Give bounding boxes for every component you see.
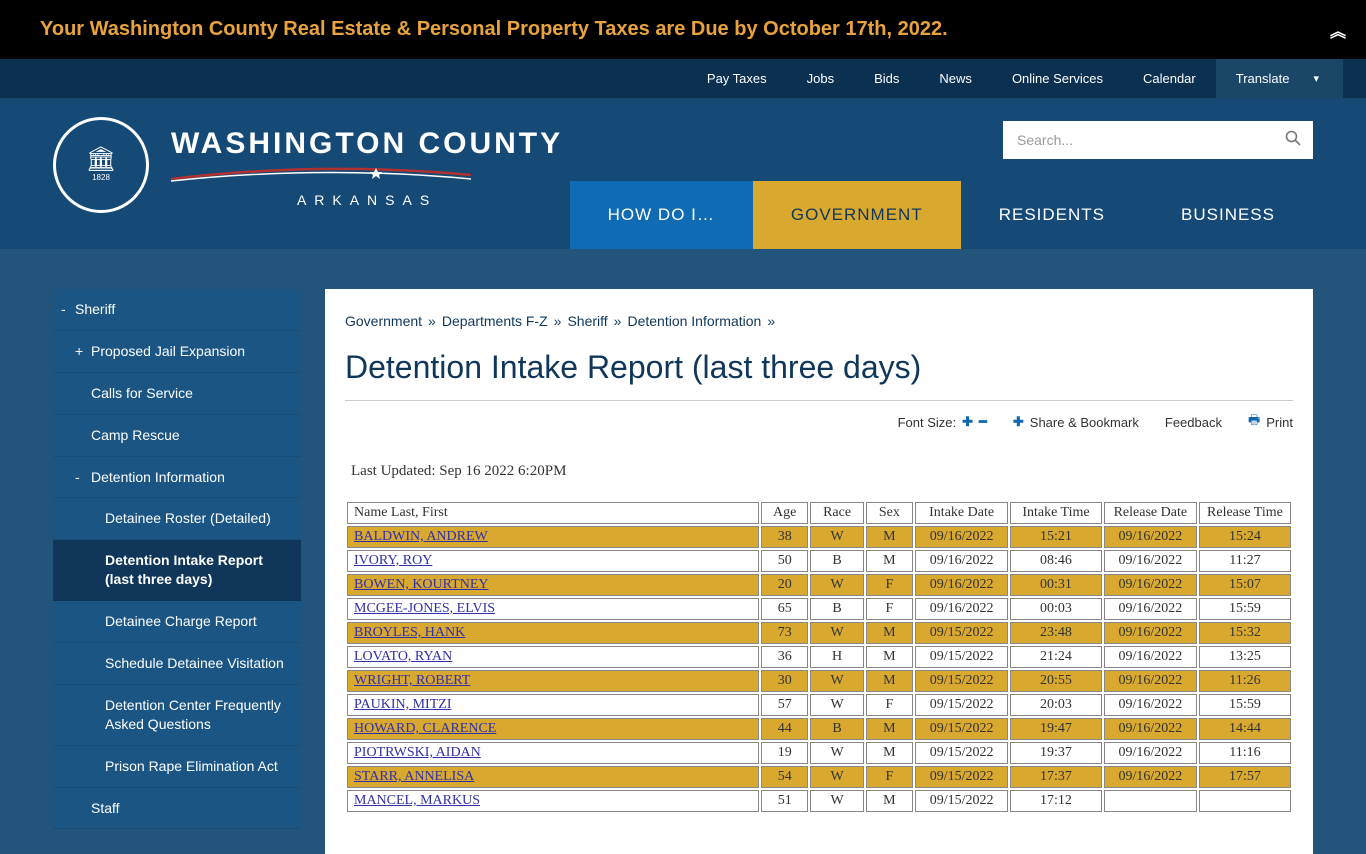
search-box — [1003, 121, 1313, 159]
sidebar-item[interactable]: Staff — [53, 788, 301, 830]
sidebar-item[interactable]: Camp Rescue — [53, 415, 301, 457]
print-icon: 🖶 — [1248, 411, 1260, 433]
last-updated: Last Updated: Sep 16 2022 6:20PM — [351, 463, 1293, 480]
sidebar-item[interactable]: Sheriff — [53, 289, 301, 331]
table-header-cell: Release Time — [1199, 502, 1291, 524]
search-icon — [1285, 130, 1301, 146]
top-nav: Pay TaxesJobsBidsNewsOnline ServicesCale… — [0, 59, 1366, 99]
table-row: WRIGHT, ROBERT 30WM09/15/202220:5509/16/… — [347, 670, 1291, 692]
sidebar-item[interactable]: Schedule Detainee Visitation — [53, 643, 301, 685]
breadcrumb-link[interactable]: Departments F-Z — [442, 313, 548, 329]
swoosh-icon — [171, 165, 471, 183]
sidebar-item[interactable]: Proposed Jail Expansion — [53, 331, 301, 373]
table-header-cell: Age — [761, 502, 808, 524]
detainee-name-link[interactable]: IVORY, ROY — [354, 553, 432, 568]
font-size-tool: Font Size: ✚ ━ — [898, 414, 987, 430]
title-divider — [345, 400, 1293, 401]
table-row: BROYLES, HANK 73WM09/15/202223:4809/16/2… — [347, 622, 1291, 644]
top-nav-link[interactable]: Online Services — [992, 59, 1123, 98]
site-brand[interactable]: WASHINGTON COUNTY ARKANSAS — [171, 117, 563, 208]
detainee-name-link[interactable]: PAUKIN, MITZI — [354, 697, 451, 712]
top-nav-link[interactable]: Bids — [854, 59, 919, 98]
share-tool[interactable]: ✚ Share & Bookmark — [1013, 414, 1139, 430]
sidebar-item[interactable]: Detention Information — [53, 457, 301, 499]
table-header-cell: Sex — [866, 502, 913, 524]
translate-button[interactable]: Translate▾ — [1216, 59, 1343, 98]
sidebar-item[interactable]: Prison Rape Elimination Act — [53, 746, 301, 788]
share-icon: ✚ — [1013, 414, 1024, 430]
print-tool[interactable]: 🖶 Print — [1248, 411, 1293, 433]
table-row: BOWEN, KOURTNEY 20WF09/16/202200:3109/16… — [347, 574, 1291, 596]
table-header-cell: Release Date — [1104, 502, 1197, 524]
site-header: 🏛 1828 WASHINGTON COUNTY ARKANSAS HOW DO… — [0, 99, 1366, 249]
detainee-name-link[interactable]: PIOTRWSKI, AIDAN — [354, 745, 481, 760]
detainee-name-link[interactable]: MCGEE-JONES, ELVIS — [354, 601, 495, 616]
top-nav-link[interactable]: Calendar — [1123, 59, 1216, 98]
table-row: PIOTRWSKI, AIDAN 19WM09/15/202219:3709/1… — [347, 742, 1291, 764]
breadcrumb-link[interactable]: Sheriff — [567, 313, 607, 329]
brand-title: WASHINGTON COUNTY — [171, 127, 563, 161]
breadcrumb-link[interactable]: Government — [345, 313, 422, 329]
table-row: MANCEL, MARKUS 51WM09/15/202217:12 — [347, 790, 1291, 812]
detainee-name-link[interactable]: MANCEL, MARKUS — [354, 793, 480, 808]
detainee-name-link[interactable]: HOWARD, CLARENCE — [354, 721, 496, 736]
sidebar-item[interactable]: Detention Center Frequently Asked Questi… — [53, 685, 301, 746]
page-tools: Font Size: ✚ ━ ✚ Share & Bookmark Feedba… — [345, 411, 1293, 433]
alert-bar: Your Washington County Real Estate & Per… — [0, 0, 1366, 59]
font-decrease-icon[interactable]: ━ — [979, 414, 987, 430]
breadcrumb: Government»Departments F-Z»Sheriff»Deten… — [345, 313, 1293, 329]
breadcrumb-link[interactable]: Detention Information — [627, 313, 761, 329]
sidebar-item[interactable]: Detention Intake Report (last three days… — [53, 540, 301, 601]
county-seal[interactable]: 🏛 1828 — [53, 117, 149, 213]
main-content: Government»Departments F-Z»Sheriff»Deten… — [325, 289, 1313, 854]
detainee-name-link[interactable]: BROYLES, HANK — [354, 625, 465, 640]
collapse-icon[interactable]: ︽ — [1330, 18, 1346, 42]
alert-text: Your Washington County Real Estate & Per… — [40, 18, 948, 40]
table-header-cell: Race — [810, 502, 863, 524]
table-header-cell: Name Last, First — [347, 502, 759, 524]
search-input[interactable] — [1003, 121, 1273, 159]
table-row: IVORY, ROY 50BM09/16/202208:4609/16/2022… — [347, 550, 1291, 572]
brand-subtitle: ARKANSAS — [171, 192, 563, 208]
sidebar-item[interactable]: Detainee Roster (Detailed) — [53, 498, 301, 540]
top-nav-link[interactable]: Jobs — [787, 59, 854, 98]
detainee-name-link[interactable]: BOWEN, KOURTNEY — [354, 577, 488, 592]
detainee-name-link[interactable]: STARR, ANNELISA — [354, 769, 474, 784]
detainee-name-link[interactable]: LOVATO, RYAN — [354, 649, 452, 664]
chevron-down-icon: ▾ — [1313, 72, 1319, 85]
table-row: MCGEE-JONES, ELVIS 65BF09/16/202200:0309… — [347, 598, 1291, 620]
page-title: Detention Intake Report (last three days… — [345, 349, 1293, 386]
intake-report-table: Name Last, FirstAgeRaceSexIntake DateInt… — [345, 500, 1293, 814]
sidebar-item[interactable]: Detainee Charge Report — [53, 601, 301, 643]
top-nav-link[interactable]: News — [919, 59, 992, 98]
main-nav: HOW DO I…GOVERNMENTRESIDENTSBUSINESS — [570, 181, 1313, 249]
top-nav-link[interactable]: Pay Taxes — [687, 59, 787, 98]
courthouse-icon: 🏛 — [86, 147, 116, 173]
table-row: LOVATO, RYAN 36HM09/15/202221:2409/16/20… — [347, 646, 1291, 668]
table-header-cell: Intake Time — [1010, 502, 1102, 524]
table-row: BALDWIN, ANDREW 38WM09/16/202215:2109/16… — [347, 526, 1291, 548]
table-header-cell: Intake Date — [915, 502, 1008, 524]
table-row: PAUKIN, MITZI 57WF09/15/202220:0309/16/2… — [347, 694, 1291, 716]
detainee-name-link[interactable]: BALDWIN, ANDREW — [354, 529, 488, 544]
table-row: STARR, ANNELISA 54WF09/15/202217:3709/16… — [347, 766, 1291, 788]
font-increase-icon[interactable]: ✚ — [962, 414, 973, 430]
detainee-name-link[interactable]: WRIGHT, ROBERT — [354, 673, 470, 688]
feedback-link[interactable]: Feedback — [1165, 415, 1222, 430]
sidebar-item[interactable]: Calls for Service — [53, 373, 301, 415]
main-nav-residents[interactable]: RESIDENTS — [961, 181, 1143, 249]
main-nav-business[interactable]: BUSINESS — [1143, 181, 1313, 249]
search-button[interactable] — [1273, 121, 1313, 159]
main-nav-government[interactable]: GOVERNMENT — [753, 181, 961, 249]
table-row: HOWARD, CLARENCE 44BM09/15/202219:4709/1… — [347, 718, 1291, 740]
sidebar-nav: SheriffProposed Jail ExpansionCalls for … — [53, 289, 301, 854]
main-nav-how-do-i-[interactable]: HOW DO I… — [570, 181, 753, 249]
